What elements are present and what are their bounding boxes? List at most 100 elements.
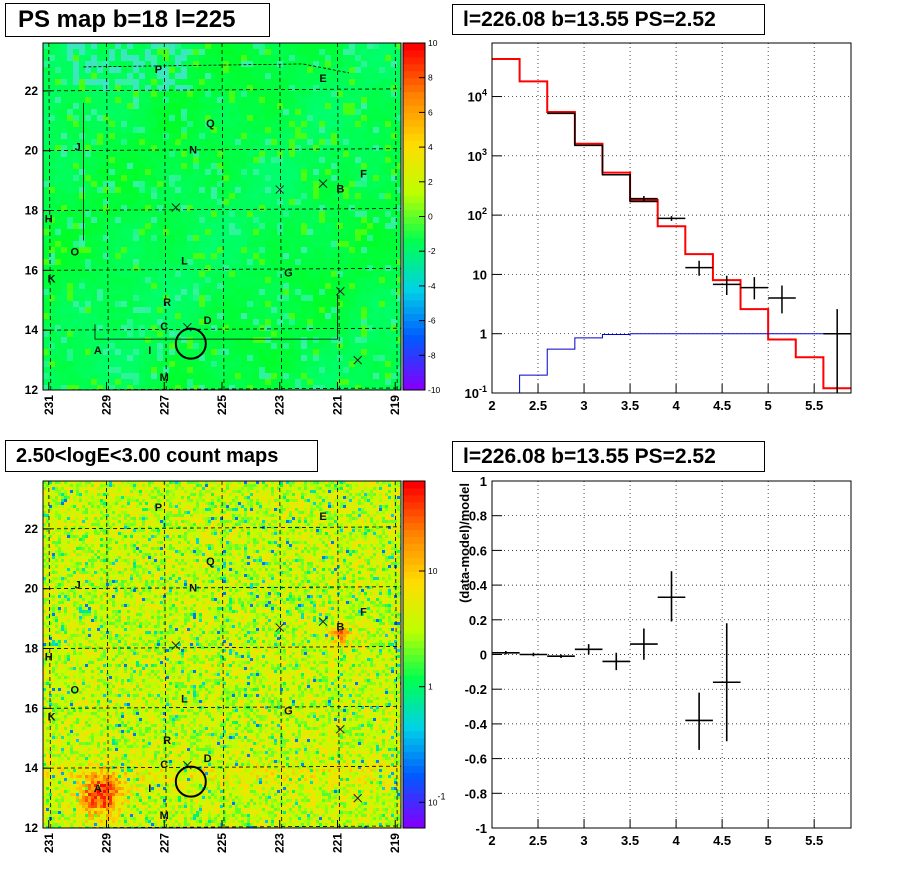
map-cell (235, 271, 242, 278)
map-cell (391, 319, 398, 326)
map-y-tick-label: 14 (25, 323, 39, 337)
map-cell (133, 496, 137, 500)
map-cell (85, 169, 92, 176)
map-cell (46, 502, 50, 506)
map-cell (379, 343, 386, 350)
map-cell (373, 313, 380, 320)
map-cell (43, 79, 50, 86)
map-cell (43, 223, 50, 230)
map-cell (385, 97, 392, 104)
map-cell (97, 385, 104, 390)
map-cell (127, 79, 134, 86)
map-cell (361, 67, 368, 74)
map-cell (208, 484, 212, 488)
map-cell (151, 325, 158, 332)
map-cell (199, 187, 206, 194)
map-cell (313, 235, 320, 242)
map-cell (277, 355, 284, 362)
map-cell (151, 313, 158, 320)
map-cell (331, 511, 335, 515)
map-cell (307, 103, 314, 110)
map-cell (169, 493, 173, 497)
map-cell (103, 121, 110, 128)
map-cell (85, 73, 92, 80)
map-cell (73, 55, 80, 62)
map-cell (43, 181, 50, 188)
map-cell (286, 502, 290, 506)
map-cell (67, 505, 71, 509)
map-cell (289, 337, 296, 344)
map-cell (241, 91, 248, 98)
map-cell (115, 79, 122, 86)
map-cell (391, 187, 398, 194)
map-cell (391, 277, 398, 284)
map-cell (343, 484, 347, 488)
map-cell (175, 67, 182, 74)
map-cell (145, 163, 152, 170)
map-cell (361, 499, 365, 503)
map-cell (91, 157, 98, 164)
map-cell (181, 67, 188, 74)
map-cell (217, 265, 224, 272)
map-cell (343, 505, 347, 509)
map-cell (319, 505, 323, 509)
map-cell (67, 109, 74, 116)
map-cell (157, 241, 164, 248)
map-cell (289, 259, 296, 266)
map-cell (112, 484, 116, 488)
source-label: H (45, 213, 53, 225)
map-cell (46, 490, 50, 494)
map-cell (103, 193, 110, 200)
map-cell (355, 157, 362, 164)
map-cell (235, 355, 242, 362)
map-cell (121, 253, 128, 260)
map-cell (271, 199, 278, 206)
map-cell (337, 511, 341, 515)
map-cell (106, 496, 110, 500)
map-cell (331, 493, 335, 497)
map-cell (253, 289, 260, 296)
map-cell (394, 481, 398, 485)
map-cell (181, 55, 188, 62)
map-cell (343, 481, 347, 485)
map-cell (253, 496, 257, 500)
map-cell (136, 484, 140, 488)
map-cell (199, 373, 206, 380)
map-cell (343, 193, 350, 200)
map-cell (115, 163, 122, 170)
map-cell (211, 73, 218, 80)
map-cell (361, 85, 368, 92)
map-cell (385, 313, 392, 320)
spectrum-y-tick-label: 103 (468, 147, 487, 164)
colorbar-tick-label: 10 (428, 38, 438, 48)
map-cell (172, 496, 176, 500)
map-cell (193, 271, 200, 278)
map-cell (229, 139, 236, 146)
map-cell (169, 61, 176, 68)
map-cell (85, 337, 92, 344)
map-cell (163, 487, 167, 491)
map-cell (241, 259, 248, 266)
map-cell (313, 499, 317, 503)
map-cell (325, 181, 332, 188)
map-cell (313, 505, 317, 509)
map-cell (43, 325, 50, 332)
map-cell (337, 223, 344, 230)
map-cell (55, 289, 62, 296)
map-cell (331, 235, 338, 242)
map-cell (391, 109, 398, 116)
map-cell (265, 169, 272, 176)
cross-marker (275, 185, 285, 194)
map-cell (91, 502, 95, 506)
map-cell (313, 271, 320, 278)
map-cell (307, 253, 314, 260)
map-cell (163, 283, 170, 290)
map-cell (307, 307, 314, 314)
map-cell (301, 301, 308, 308)
map-cell (235, 505, 239, 509)
map-cell (370, 493, 374, 497)
map-cell (133, 205, 140, 212)
map-cell (310, 496, 314, 500)
map-cell (373, 253, 380, 260)
